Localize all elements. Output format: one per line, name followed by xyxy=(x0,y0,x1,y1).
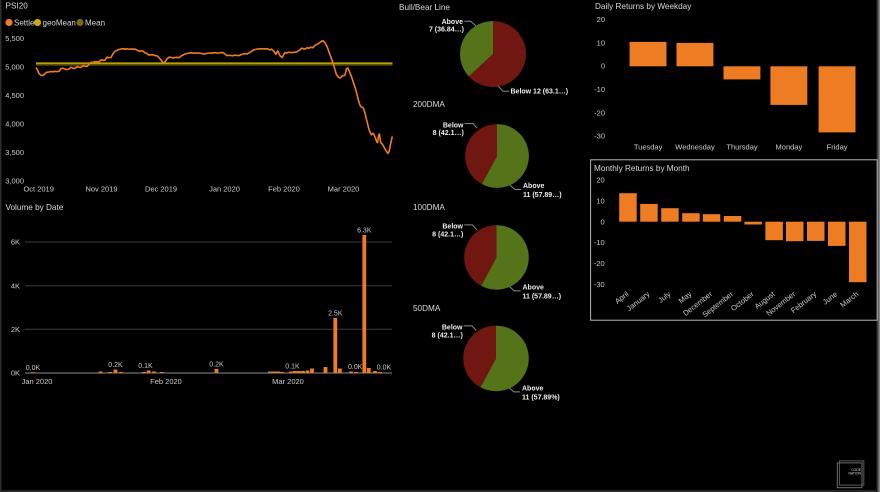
svg-text:CODE: CODE xyxy=(851,468,862,472)
svg-text:Jan 2020: Jan 2020 xyxy=(22,377,53,386)
svg-text:Wednesday: Wednesday xyxy=(675,143,715,152)
svg-text:3,500: 3,500 xyxy=(5,148,24,157)
svg-text:-30: -30 xyxy=(594,132,605,141)
svg-text:100DMA: 100DMA xyxy=(413,203,445,212)
svg-text:10: 10 xyxy=(596,196,604,205)
svg-text:Feb 2020: Feb 2020 xyxy=(150,377,182,386)
svg-text:5,000: 5,000 xyxy=(5,62,24,71)
svg-text:Below: Below xyxy=(442,325,463,332)
svg-text:PSI20: PSI20 xyxy=(6,2,29,11)
svg-text:0.0K: 0.0K xyxy=(377,365,392,372)
svg-text:NATION: NATION xyxy=(848,472,861,476)
svg-text:0.0K: 0.0K xyxy=(26,365,41,372)
svg-text:0.2K: 0.2K xyxy=(108,362,123,369)
svg-text:0.2K: 0.2K xyxy=(209,362,224,369)
svg-text:Jan 2020: Jan 2020 xyxy=(209,185,240,194)
svg-text:6K: 6K xyxy=(11,238,20,247)
svg-text:Settle: Settle xyxy=(14,19,35,28)
svg-text:10: 10 xyxy=(597,38,605,47)
svg-text:Above: Above xyxy=(523,183,545,190)
svg-text:Daily Returns by Weekday: Daily Returns by Weekday xyxy=(595,2,692,11)
svg-text:Dec 2019: Dec 2019 xyxy=(145,185,177,194)
svg-text:Below: Below xyxy=(443,122,464,129)
svg-text:Feb 2020: Feb 2020 xyxy=(268,185,300,194)
svg-text:20: 20 xyxy=(597,15,605,24)
svg-text:geoMean: geoMean xyxy=(43,19,76,28)
svg-text:200DMA: 200DMA xyxy=(413,100,445,109)
svg-text:Above: Above xyxy=(522,385,544,392)
svg-text:11 (57.89…): 11 (57.89…) xyxy=(523,293,562,300)
svg-text:50DMA: 50DMA xyxy=(413,304,441,313)
svg-text:20: 20 xyxy=(596,176,604,185)
svg-text:8 (42.1…): 8 (42.1…) xyxy=(432,333,463,340)
svg-text:11 (57.89…): 11 (57.89…) xyxy=(523,192,562,199)
svg-text:Oct 2019: Oct 2019 xyxy=(23,185,53,194)
svg-text:Below 12 (63.1…): Below 12 (63.1…) xyxy=(511,89,569,96)
svg-text:-20: -20 xyxy=(594,108,605,117)
svg-text:Monthly Returns by Month: Monthly Returns by Month xyxy=(594,164,690,173)
svg-text:-10: -10 xyxy=(594,238,605,247)
svg-text:Tuesday: Tuesday xyxy=(634,143,663,152)
svg-text:5,500: 5,500 xyxy=(5,34,24,43)
svg-text:7 (36.84…): 7 (36.84…) xyxy=(429,27,464,34)
svg-text:Above: Above xyxy=(442,19,464,26)
svg-text:-30: -30 xyxy=(594,280,605,289)
svg-text:-10: -10 xyxy=(594,85,605,94)
svg-text:4K: 4K xyxy=(11,281,20,290)
svg-text:Mean: Mean xyxy=(85,19,105,28)
svg-text:2.5K: 2.5K xyxy=(328,311,343,318)
svg-text:11 (57.89%): 11 (57.89%) xyxy=(522,394,560,401)
svg-text:4,500: 4,500 xyxy=(5,91,24,100)
svg-text:0.0K: 0.0K xyxy=(348,364,363,371)
svg-text:6.3K: 6.3K xyxy=(357,228,372,235)
svg-text:4,000: 4,000 xyxy=(5,119,24,128)
svg-text:Friday: Friday xyxy=(827,143,848,152)
svg-text:8 (42.1…): 8 (42.1…) xyxy=(433,130,464,137)
svg-text:0K: 0K xyxy=(11,369,20,378)
svg-text:-20: -20 xyxy=(594,259,605,268)
svg-text:0.1K: 0.1K xyxy=(285,364,300,371)
svg-text:3,000: 3,000 xyxy=(5,176,24,185)
svg-text:0.1K: 0.1K xyxy=(138,363,153,370)
svg-text:Mar 2020: Mar 2020 xyxy=(328,185,360,194)
svg-text:Volume by Date: Volume by Date xyxy=(6,203,64,212)
svg-text:2K: 2K xyxy=(11,325,20,334)
svg-text:0: 0 xyxy=(601,217,605,226)
svg-text:Below: Below xyxy=(442,224,463,231)
svg-text:Bull/Bear Line: Bull/Bear Line xyxy=(399,3,450,12)
svg-text:Above: Above xyxy=(523,284,545,291)
svg-text:8 (42.1…): 8 (42.1…) xyxy=(432,232,463,239)
svg-text:Thursday: Thursday xyxy=(726,143,758,152)
svg-text:Monday: Monday xyxy=(776,143,803,152)
svg-text:Mar 2020: Mar 2020 xyxy=(272,377,304,386)
svg-text:Nov 2019: Nov 2019 xyxy=(85,185,117,194)
svg-text:0: 0 xyxy=(601,62,605,71)
